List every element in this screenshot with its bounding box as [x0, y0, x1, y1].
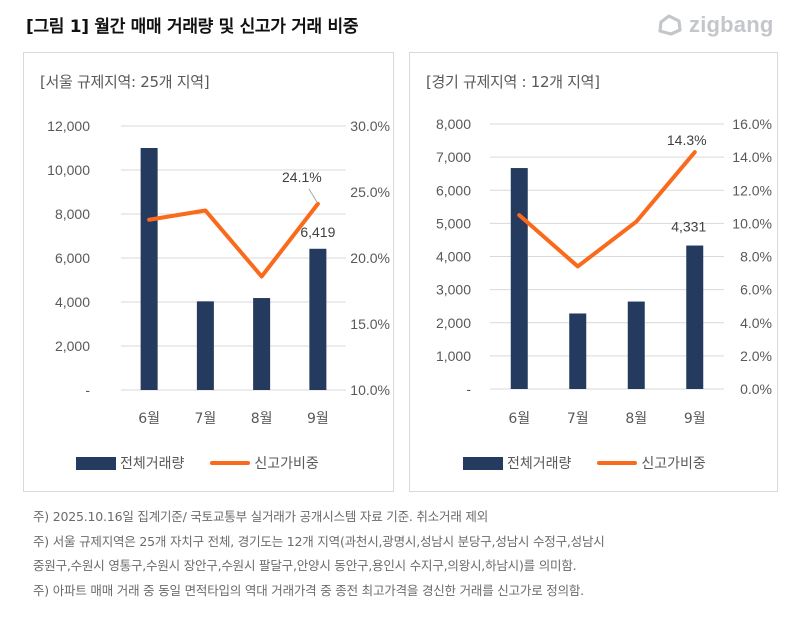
legend-label-volume: 전체거래량 [120, 456, 185, 472]
right-axis-tick-label: 10.0% [732, 215, 772, 231]
x-axis-tick-label: 9월 [684, 411, 706, 427]
bar [627, 301, 645, 389]
left-axis-tick-label: 4,000 [436, 249, 471, 265]
x-axis-tick-label: 8월 [625, 411, 647, 427]
footnotes: 주) 2025.10.16일 집계기준/ 국토교통부 실거래가 공개시스템 자료… [33, 505, 605, 603]
left-axis-tick-label: 7,000 [436, 149, 471, 165]
right-axis-tick-label: 12.0% [732, 182, 772, 198]
x-axis-tick-label: 9월 [307, 411, 329, 427]
x-axis-tick-label: 6월 [138, 411, 160, 427]
right-axis-tick-label: 8.0% [740, 249, 772, 265]
bar-data-label: 6,419 [300, 224, 335, 240]
figure-title: [그림 1] 월간 매매 거래량 및 신고가 거래 비중 [26, 17, 359, 37]
right-axis-tick-label: 6.0% [740, 282, 772, 298]
right-axis-tick-label: 4.0% [740, 315, 772, 331]
right-axis-tick-label: 25.0% [350, 184, 390, 200]
left-axis-tick-label: 8,000 [55, 206, 90, 222]
x-axis-tick-label: 7월 [567, 411, 589, 427]
left-axis-tick-label: - [85, 382, 90, 398]
chart-title: [경기 규제지역 : 12개 지역] [426, 73, 600, 91]
legend: 전체거래량 신고가비중 [76, 453, 319, 473]
left-axis-tick-label: 10,000 [47, 162, 90, 178]
legend-label-ratio: 신고가비중 [641, 456, 706, 472]
footnote: 주) 아파트 매매 거래 중 동일 면적타입의 역대 거래가격 중 종전 최고가… [33, 582, 584, 598]
left-axis-tick-label: - [466, 381, 471, 397]
bar [140, 148, 158, 390]
line-data-label: 14.3% [667, 132, 707, 148]
bar-data-label: 4,331 [671, 219, 706, 235]
logo-text: zigbang [689, 12, 774, 37]
bar [196, 301, 214, 390]
x-axis-tick-label: 6월 [508, 411, 530, 427]
chart-seoul: - 2,000 4,000 6,000 8,000 10,000 12,000 10.0% 15… [47, 118, 390, 427]
line-series [517, 150, 697, 269]
legend-line-swatch [597, 461, 638, 465]
line-data-label: 24.1% [282, 169, 322, 185]
line-series [147, 201, 320, 279]
left-axis-tick-label: 2,000 [55, 338, 90, 354]
left-axis-tick-label: 2,000 [436, 315, 471, 331]
bar [253, 298, 271, 390]
legend-line-swatch [210, 461, 251, 465]
left-axis-tick-label: 6,000 [55, 250, 90, 266]
right-axis-tick-label: 30.0% [350, 118, 390, 134]
zigbang-logo: zigbang [657, 12, 774, 38]
bar [510, 168, 528, 389]
left-axis-tick-label: 8,000 [436, 116, 471, 132]
right-axis-tick-label: 15.0% [350, 316, 390, 332]
legend: 전체거래량 신고가비중 [463, 453, 706, 473]
left-axis-tick-label: 5,000 [436, 215, 471, 231]
footnote: 중원구,수원시 영통구,수원시 장안구,수원시 팔달구,안양시 동안구,용인시 … [33, 558, 577, 573]
left-axis-tick-label: 6,000 [436, 182, 471, 198]
left-axis-tick-label: 3,000 [436, 282, 471, 298]
right-axis-tick-label: 20.0% [350, 250, 390, 266]
chart-title: [서울 규제지역: 25개 지역] [40, 73, 210, 91]
legend-label-volume: 전체거래량 [507, 456, 572, 472]
zigbang-house-icon [658, 14, 682, 36]
bar [569, 313, 587, 389]
legend-bar-swatch [76, 456, 116, 470]
left-axis-tick-label: 12,000 [47, 118, 90, 134]
right-axis-tick-label: 14.0% [732, 149, 772, 165]
right-axis-tick-label: 16.0% [732, 116, 772, 132]
chart-panel-seoul: [서울 규제지역: 25개 지역] - 2,000 4,000 6,000 8,000 1… [23, 52, 394, 492]
x-axis-tick-label: 8월 [251, 411, 273, 427]
bar [309, 248, 327, 390]
footnote: 주) 서울 규제지역은 25개 자치구 전체, 경기도는 12개 지역(과천시,… [33, 533, 605, 549]
leader-line [308, 188, 318, 203]
left-axis-tick-label: 4,000 [55, 294, 90, 310]
right-axis-tick-label: 0.0% [740, 381, 772, 397]
bar [686, 245, 704, 389]
chart-gyeonggi: - 1,000 2,000 3,000 4,000 5,000 6,000 7,000 8,00… [436, 116, 772, 427]
x-axis-tick-label: 7월 [194, 411, 216, 427]
legend-label-ratio: 신고가비중 [254, 456, 319, 472]
chart-panel-gyeonggi: [경기 규제지역 : 12개 지역] - 1,000 2,000 3,000 4,000… [409, 52, 778, 492]
footnote: 주) 2025.10.16일 집계기준/ 국토교통부 실거래가 공개시스템 자료… [33, 509, 488, 524]
right-axis-tick-label: 10.0% [350, 382, 390, 398]
right-axis-tick-label: 2.0% [740, 348, 772, 364]
left-axis-tick-label: 1,000 [436, 348, 471, 364]
legend-bar-swatch [463, 456, 503, 470]
